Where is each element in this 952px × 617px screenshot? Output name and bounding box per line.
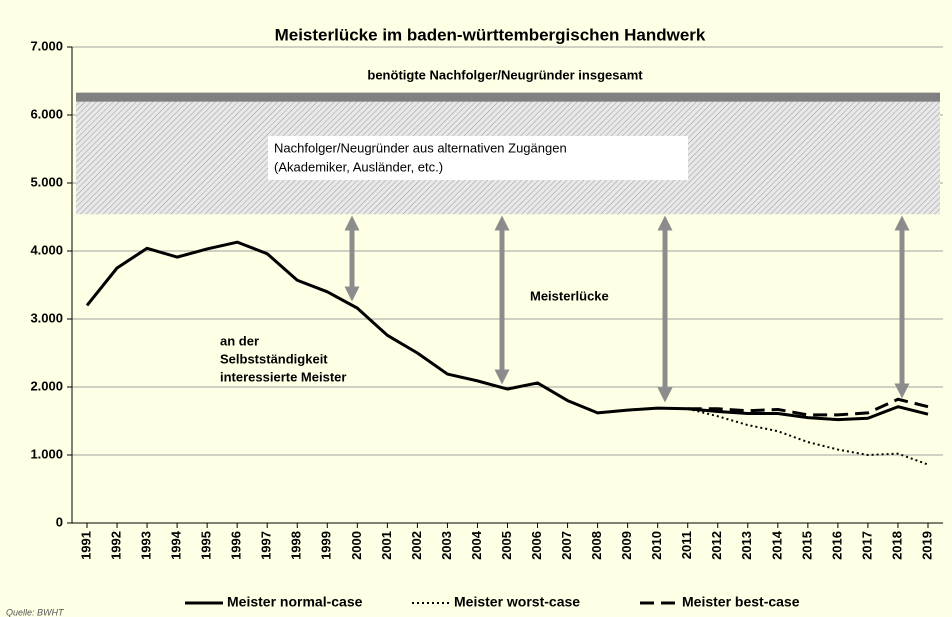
- y-tick-label: 1.000: [30, 446, 63, 461]
- x-tick-label: 1997: [259, 531, 274, 560]
- x-tick-label: 2012: [709, 531, 724, 560]
- x-tick-label: 2018: [889, 531, 904, 560]
- x-tick-label: 1994: [169, 530, 184, 560]
- total-bar: [76, 92, 940, 102]
- x-tick-label: 2010: [649, 531, 664, 560]
- y-tick-label: 0: [56, 514, 63, 529]
- annotation-interested: an der: [220, 333, 259, 348]
- x-tick-label: 1991: [78, 531, 93, 560]
- y-tick-label: 7.000: [30, 38, 63, 53]
- chart-title: Meisterlücke im baden-württembergischen …: [275, 25, 706, 44]
- x-tick-label: 2000: [349, 531, 364, 560]
- x-tick-label: 2007: [559, 531, 574, 560]
- x-tick-label: 2019: [919, 531, 934, 560]
- legend-label: Meister worst-case: [454, 594, 580, 610]
- x-tick-label: 2008: [589, 531, 604, 560]
- x-tick-label: 2004: [469, 530, 484, 560]
- x-tick-label: 2009: [619, 531, 634, 560]
- x-tick-label: 2006: [529, 531, 544, 560]
- x-tick-label: 1993: [139, 531, 154, 560]
- legend-label: Meister normal-case: [227, 594, 363, 610]
- y-tick-label: 2.000: [30, 378, 63, 393]
- x-tick-label: 2015: [799, 531, 814, 560]
- y-tick-label: 5.000: [30, 174, 63, 189]
- x-tick-label: 2013: [739, 531, 754, 560]
- x-tick-label: 1992: [108, 531, 123, 560]
- y-tick-label: 3.000: [30, 310, 63, 325]
- x-tick-label: 2011: [679, 531, 694, 559]
- y-tick-label: 6.000: [30, 106, 63, 121]
- annotation-interested: interessierte Meister: [220, 369, 346, 384]
- x-tick-label: 2001: [379, 531, 394, 560]
- annotation-total: benötigte Nachfolger/Neugründer insgesam…: [367, 67, 643, 82]
- source: Quelle: BWHT: [6, 607, 65, 617]
- x-tick-label: 2014: [769, 530, 784, 560]
- x-tick-label: 1999: [319, 531, 334, 560]
- legend-label: Meister best-case: [682, 594, 800, 610]
- x-tick-label: 2002: [409, 531, 424, 560]
- series-line: [85, 240, 929, 422]
- annotation-alt: (Akademiker, Ausländer, etc.): [274, 159, 443, 174]
- y-tick-label: 4.000: [30, 242, 63, 257]
- x-tick-label: 2003: [439, 531, 454, 560]
- x-tick-label: 1995: [199, 531, 214, 560]
- x-tick-label: 1998: [289, 531, 304, 560]
- x-tick-label: 2005: [499, 531, 514, 560]
- x-tick-label: 1996: [229, 531, 244, 560]
- annotation-interested: Selbstständigkeit: [220, 351, 328, 366]
- x-tick-label: 2016: [829, 531, 844, 560]
- annotation-box: [268, 136, 688, 180]
- series-line: [687, 397, 929, 417]
- annotation-alt: Nachfolger/Neugründer aus alternativen Z…: [274, 140, 567, 155]
- annotation-gap: Meisterlücke: [530, 288, 609, 303]
- series-line: [687, 407, 929, 466]
- x-tick-label: 2017: [859, 531, 874, 560]
